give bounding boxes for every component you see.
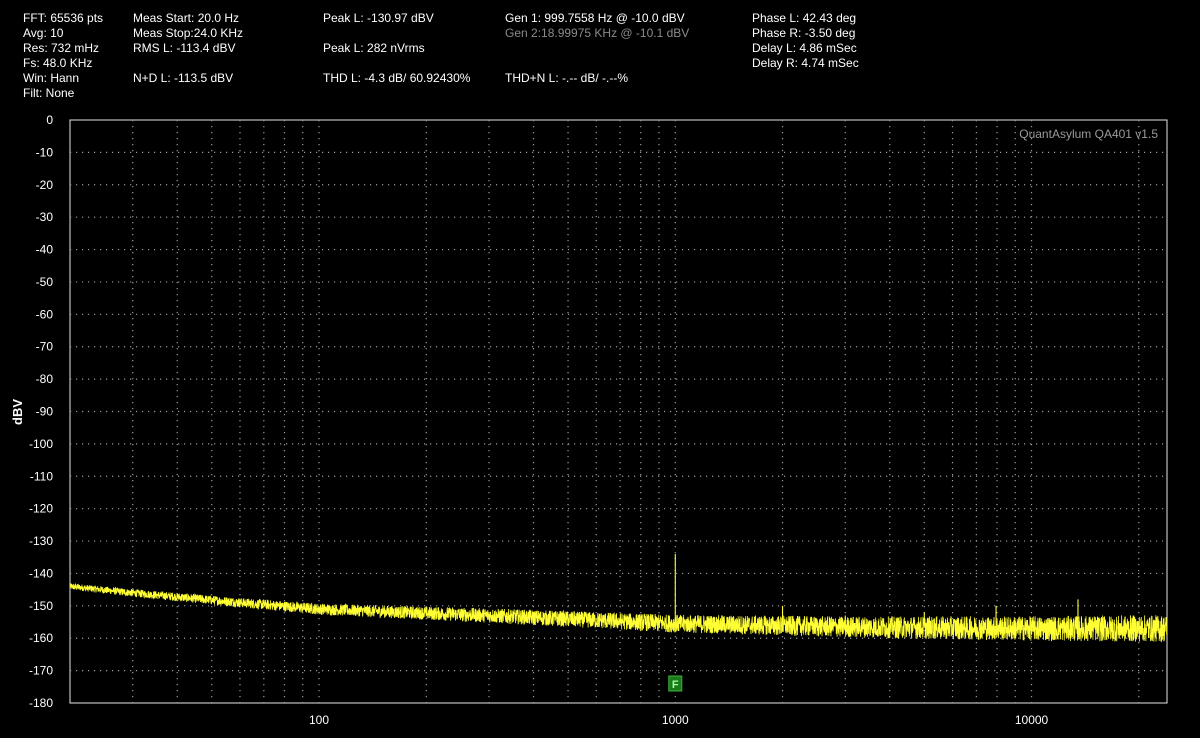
y-tick-label: -150 [29, 599, 53, 613]
x-tick-label: 100 [309, 713, 329, 727]
y-tick-label: -120 [29, 502, 53, 516]
y-tick-label: -20 [36, 178, 54, 192]
y-tick-label: -180 [29, 696, 53, 710]
y-tick-label: -100 [29, 437, 53, 451]
y-tick-label: -110 [30, 469, 53, 483]
y-tick-label: -30 [36, 210, 54, 224]
averages: Avg: 10 [23, 26, 64, 40]
delay-right: Delay R: 4.74 mSec [752, 56, 859, 70]
peak-left-vrms: Peak L: 282 nVrms [323, 41, 425, 55]
peak-left-dbv: Peak L: -130.97 dBV [323, 11, 434, 25]
thd-left: THD L: -4.3 dB/ 60.92430% [323, 71, 471, 85]
y-tick-label: -40 [36, 243, 54, 257]
y-tick-label: 0 [46, 113, 53, 127]
y-tick-label: -90 [36, 405, 54, 419]
y-tick-label: -130 [29, 534, 53, 548]
y-tick-label: -10 [36, 145, 54, 159]
y-tick-label: -80 [36, 372, 54, 386]
y-tick-label: -160 [29, 631, 53, 645]
x-axis-tick-labels: 100 1000 10000 [309, 713, 1049, 727]
plot-frame [69, 119, 1168, 704]
thd-n-left: THD+N L: -.-- dB/ -.--% [505, 71, 629, 85]
filter-type: Filt: None [23, 86, 75, 100]
noise-distortion-left: N+D L: -113.5 dBV [133, 71, 234, 85]
frequency-marker[interactable]: F [668, 675, 683, 692]
marker-box[interactable] [668, 675, 683, 692]
marker-label: F [672, 679, 679, 691]
phase-left: Phase L: 42.43 deg [752, 11, 857, 25]
y-tick-label: -70 [36, 340, 54, 354]
sample-rate: Fs: 48.0 KHz [23, 56, 93, 70]
x-tick-label: 10000 [1015, 713, 1049, 727]
y-axis-tick-labels: 0 -10 -20 -30 -40 -50 -60 -70 -80 -90 -100 -110 -120… [29, 113, 53, 710]
delay-left: Delay L: 4.86 mSec [752, 41, 857, 55]
fft-points: FFT: 65536 pts [23, 11, 104, 25]
y-tick-label: -60 [36, 307, 54, 321]
spur-peaks [674, 554, 1079, 629]
y-tick-label: -50 [36, 275, 54, 289]
watermark: QuantAsylum QA401 v1.5 [1019, 127, 1158, 141]
x-tick-label: 1000 [662, 713, 689, 727]
spectrum-trace-left [69, 582, 1168, 642]
y-tick-label: -170 [29, 664, 53, 678]
y-axis-label: dBV [10, 399, 25, 425]
y-tick-label: -140 [29, 566, 53, 580]
rms-left: RMS L: -113.4 dBV [133, 41, 236, 55]
phase-right: Phase R: -3.50 deg [752, 26, 856, 40]
meas-stop: Meas Stop:24.0 KHz [133, 26, 244, 40]
generator-1: Gen 1: 999.7558 Hz @ -10.0 dBV [505, 11, 685, 25]
meas-start: Meas Start: 20.0 Hz [133, 11, 240, 25]
window-type: Win: Hann [23, 71, 80, 85]
resolution: Res: 732 mHz [23, 41, 100, 55]
generator-2: Gen 2:18.99975 KHz @ -10.1 dBV [505, 26, 690, 40]
grid-lines [70, 120, 1167, 703]
